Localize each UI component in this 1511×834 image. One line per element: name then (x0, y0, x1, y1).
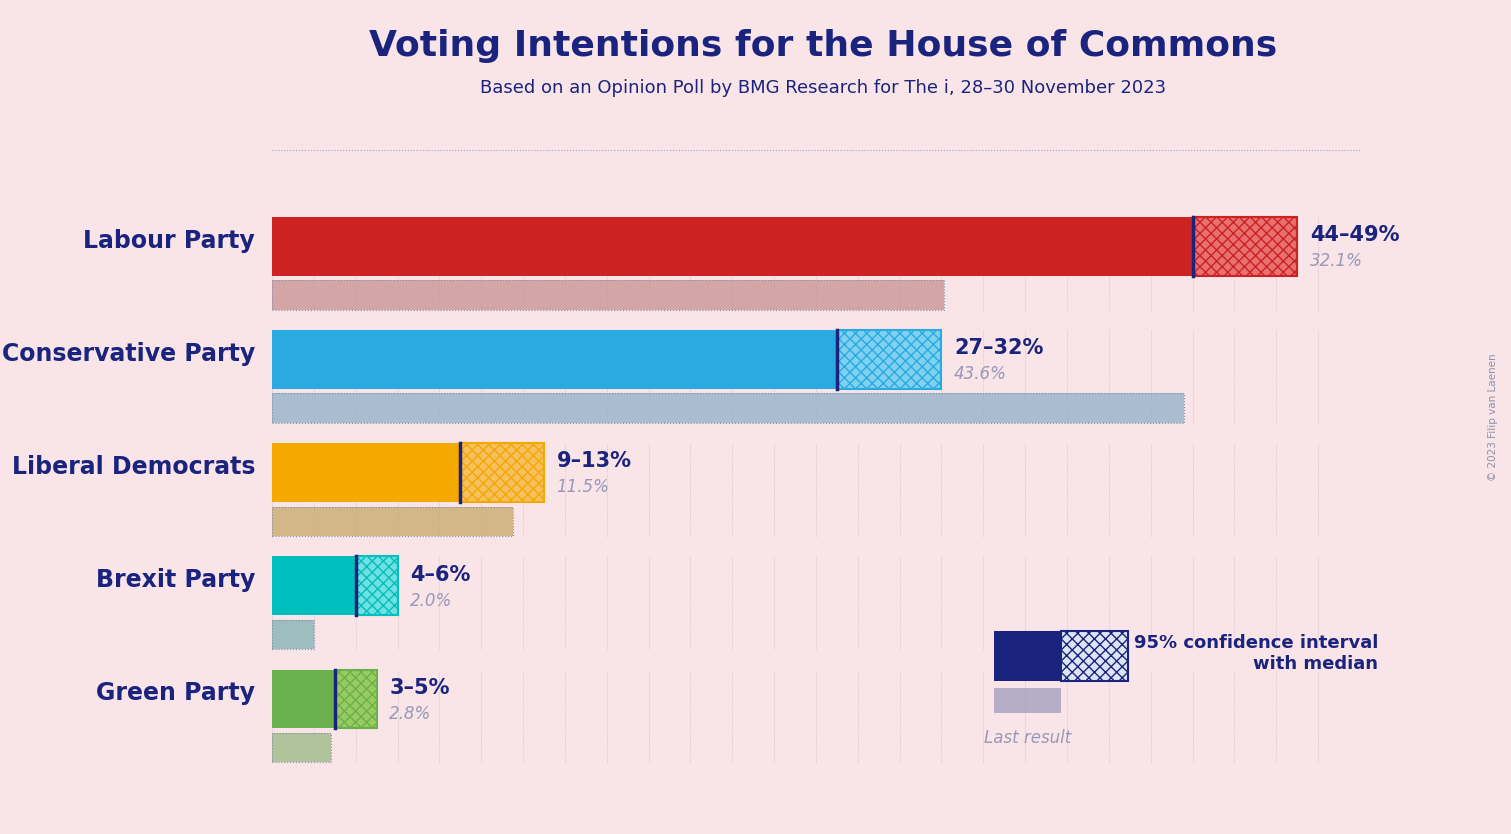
Text: 4–6%: 4–6% (409, 565, 470, 585)
Text: © 2023 Filip van Laenen: © 2023 Filip van Laenen (1488, 353, 1497, 481)
Text: Green Party: Green Party (97, 681, 255, 706)
Bar (272, 330, 837, 389)
Bar (272, 394, 1185, 423)
Text: 3–5%: 3–5% (390, 678, 450, 698)
Bar (272, 280, 943, 309)
Text: 11.5%: 11.5% (556, 479, 609, 496)
Text: Labour Party: Labour Party (83, 229, 255, 253)
Bar (272, 733, 331, 762)
Text: 27–32%: 27–32% (953, 339, 1044, 358)
Bar (272, 556, 355, 615)
Text: Voting Intentions for the House of Commons: Voting Intentions for the House of Commo… (369, 29, 1278, 63)
Text: 32.1%: 32.1% (1310, 252, 1363, 270)
Bar (272, 620, 314, 649)
Text: 44–49%: 44–49% (1310, 225, 1399, 245)
Bar (461, 444, 544, 502)
Bar (272, 670, 335, 729)
Bar (272, 394, 1185, 423)
Bar (994, 688, 1061, 712)
Bar (272, 733, 331, 762)
Bar (272, 217, 1192, 276)
Bar (994, 631, 1061, 681)
Bar (272, 444, 461, 502)
Text: 9–13%: 9–13% (556, 451, 632, 471)
Bar (272, 280, 943, 309)
Bar (355, 556, 397, 615)
Text: Liberal Democrats: Liberal Democrats (12, 455, 255, 479)
Text: 2.8%: 2.8% (390, 705, 432, 723)
Text: 95% confidence interval
with median: 95% confidence interval with median (1133, 635, 1378, 673)
Text: Brexit Party: Brexit Party (95, 568, 255, 592)
Text: 43.6%: 43.6% (953, 365, 1006, 384)
Bar (1192, 217, 1296, 276)
Text: Conservative Party: Conservative Party (2, 342, 255, 366)
Bar (272, 620, 314, 649)
Bar (1061, 631, 1127, 681)
Bar (272, 506, 512, 536)
Bar (335, 670, 376, 729)
Bar (272, 506, 512, 536)
Text: 2.0%: 2.0% (409, 591, 452, 610)
Bar (837, 330, 941, 389)
Text: Last result: Last result (984, 729, 1071, 746)
Text: Based on an Opinion Poll by BMG Research for The i, 28–30 November 2023: Based on an Opinion Poll by BMG Research… (480, 78, 1166, 97)
